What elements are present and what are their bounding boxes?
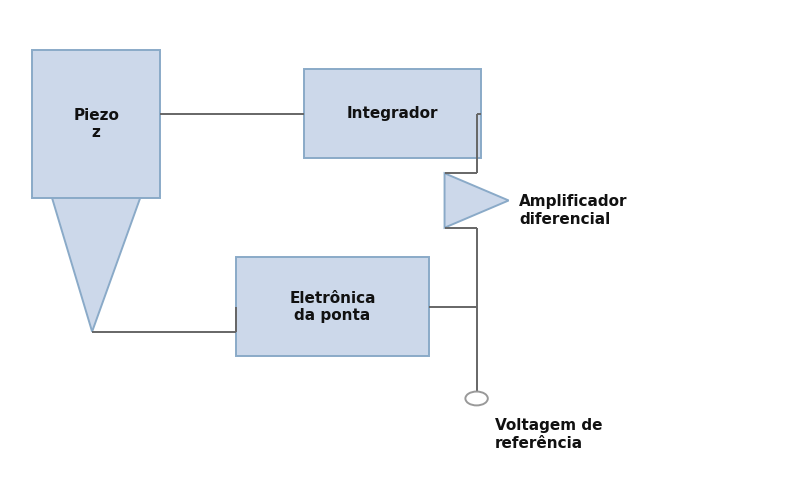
Polygon shape — [52, 198, 140, 332]
FancyBboxPatch shape — [236, 257, 429, 356]
Text: Piezo
z: Piezo z — [73, 107, 119, 140]
FancyBboxPatch shape — [32, 50, 160, 198]
Text: Eletrônica
da ponta: Eletrônica da ponta — [289, 291, 376, 323]
Circle shape — [465, 392, 488, 405]
Text: Amplificador
diferencial: Amplificador diferencial — [519, 194, 627, 227]
FancyBboxPatch shape — [304, 69, 481, 158]
Polygon shape — [445, 173, 509, 228]
Text: Voltagem de
referência: Voltagem de referência — [495, 418, 602, 450]
Text: Integrador: Integrador — [347, 106, 438, 121]
